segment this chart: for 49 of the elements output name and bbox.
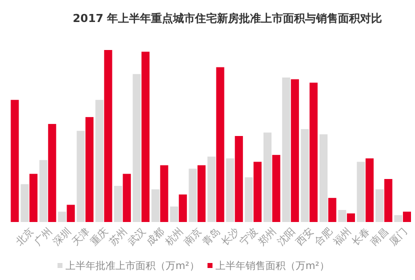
x-tick-label: 青岛 — [200, 226, 223, 248]
bar — [356, 162, 365, 222]
bar — [346, 213, 355, 222]
chart-title: 2017 年上半年重点城市住宅新房批准上市面积与销售面积对比 — [72, 12, 382, 25]
bar — [310, 82, 318, 222]
bar — [366, 158, 374, 222]
bar — [290, 79, 299, 222]
bar — [95, 100, 104, 222]
bar — [141, 52, 150, 222]
bar — [29, 174, 38, 222]
bar — [178, 194, 187, 222]
bar — [263, 132, 272, 222]
bar — [376, 189, 384, 222]
bar — [20, 184, 29, 222]
bar — [10, 100, 19, 222]
bar — [244, 177, 253, 222]
bar — [328, 198, 336, 222]
bar — [272, 154, 280, 222]
bar — [132, 74, 141, 222]
bar — [188, 168, 197, 222]
bar — [198, 165, 206, 222]
bar — [170, 206, 178, 222]
legend-label: 上半年批准上市面积（万m²） — [66, 260, 200, 272]
bar — [104, 50, 112, 222]
bar — [338, 210, 346, 222]
bar — [384, 179, 392, 222]
bar — [122, 174, 131, 222]
bar — [394, 215, 402, 222]
bar — [66, 204, 75, 222]
bar — [114, 186, 122, 222]
bar — [300, 129, 309, 222]
bar — [226, 158, 234, 222]
bar — [48, 124, 56, 222]
bar — [151, 189, 160, 222]
bar — [282, 78, 290, 222]
legend-label: 上半年销售面积（万m²） — [216, 260, 330, 272]
bar — [254, 162, 262, 222]
bar — [207, 156, 216, 222]
bar — [234, 136, 243, 222]
bar — [85, 117, 94, 222]
x-tick-label: 重庆 — [88, 226, 111, 248]
bar — [216, 67, 224, 222]
bar — [76, 130, 85, 222]
x-tick-label: 郑州 — [256, 226, 279, 248]
bar — [402, 212, 411, 222]
bar — [319, 134, 328, 222]
bar — [160, 165, 168, 222]
bar — [58, 212, 66, 222]
bar — [39, 160, 48, 222]
